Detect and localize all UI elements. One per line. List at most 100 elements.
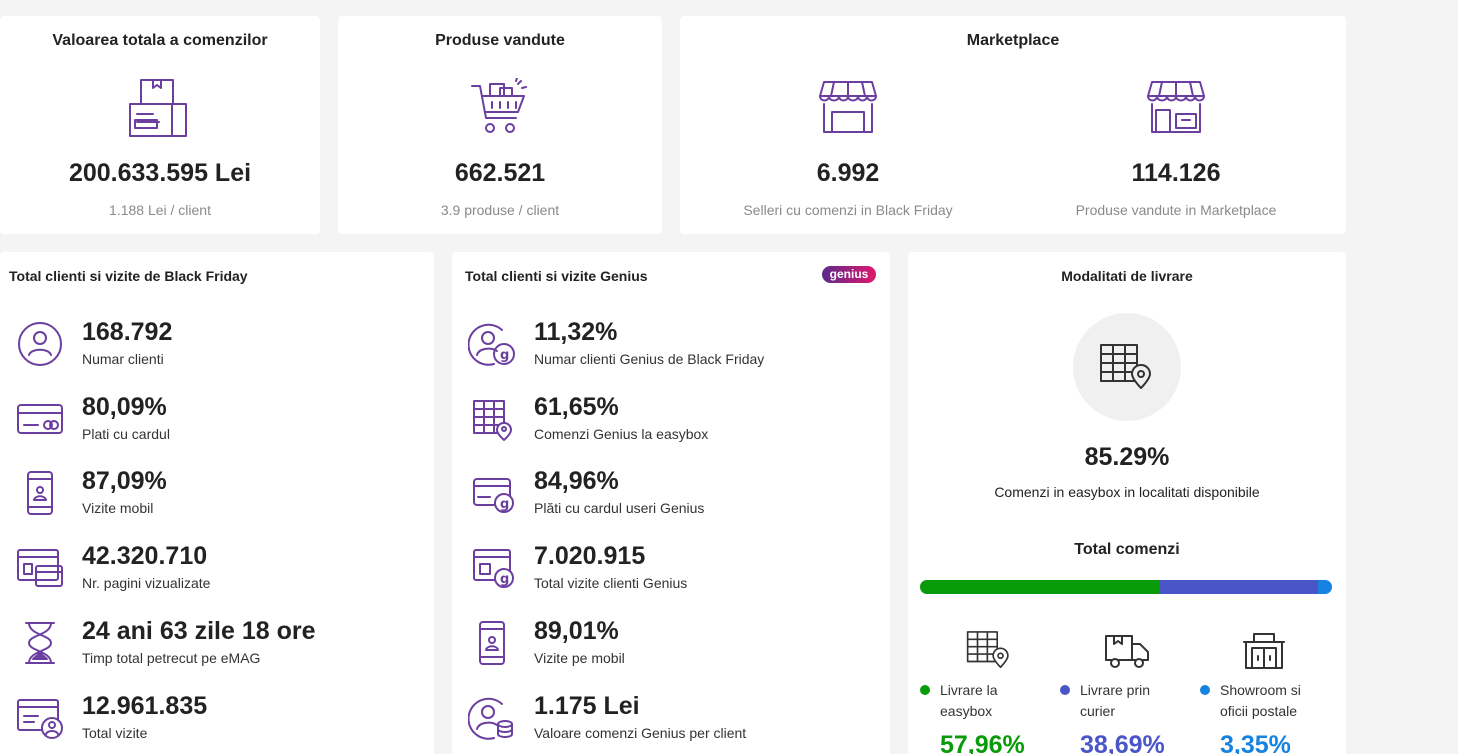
card-icon [16, 397, 64, 441]
stat-clients: 168.792 Numar clienti [0, 318, 434, 378]
bf-title: Total clienti si vizite de Black Friday [9, 268, 248, 284]
stat-genius-card: g 84,96% Plăti cu cardul useri Genius [452, 467, 890, 527]
products-sub: 3.9 produse / client [440, 202, 560, 218]
stat-value: 87,09% [82, 467, 167, 495]
method-label: Showroom si oficii postale [1220, 682, 1301, 719]
stat-pages: 42.320.710 Nr. pagini vizualizate [0, 542, 434, 602]
stat-genius-mobile: 89,01% Vizite pe mobil [452, 617, 890, 677]
stat-label: Numar clienti [82, 351, 164, 367]
stat-label: Plati cu cardul [82, 426, 170, 442]
method-value: 57,96% [940, 731, 1025, 754]
easybox-pct: 85.29% [1084, 443, 1170, 471]
store-icon [818, 80, 878, 136]
orders-sub: 1.188 Lei / client [109, 202, 211, 218]
stat-value: 89,01% [534, 617, 619, 645]
stat-label: Comenzi Genius la easybox [534, 426, 709, 442]
stat-label: Valoare comenzi Genius per client [534, 725, 747, 741]
card-title: Valoarea totala a comenzilor [52, 32, 268, 49]
stat-label: Nr. pagini vizualizate [82, 575, 211, 591]
products-sold-card: Produse vandute 662.521 3.9 produse / cl… [338, 16, 662, 234]
genius-user-icon: g [467, 322, 516, 366]
method-courier: Livrare prin curier 38,69% [1058, 630, 1188, 754]
stat-value: 24 ani 63 zile 18 ore [82, 617, 316, 645]
total-orders-card: Valoarea totala a comenzilor 200.633.595… [0, 16, 320, 234]
bf-card: Total clienti si vizite de Black Friday … [0, 252, 434, 754]
stat-label: Total vizite [82, 725, 148, 741]
method-value: 38,69% [1080, 731, 1165, 754]
pages-icon [16, 546, 64, 590]
genius-card: Total clienti si vizite Genius genius g … [452, 252, 890, 754]
total-orders-title: Total comenzi [1074, 541, 1180, 558]
method-label: Livrare prin curier [1080, 682, 1151, 719]
genius-coins-icon [467, 696, 516, 740]
svg-text:g: g [500, 497, 509, 512]
method-showroom: Showroom si oficii postale 3,35% [1198, 630, 1338, 754]
delivery-card: Modalitati de livrare 85.29% Comenzi in … [908, 252, 1346, 754]
genius-card-icon: g [468, 471, 516, 515]
stat-value: 168.792 [82, 318, 173, 346]
card-title: Produse vandute [435, 32, 565, 49]
marketplace-card: Marketplace 6.992 Selleri cu comenzi in … [680, 16, 1346, 234]
easybox-icon [1099, 343, 1155, 396]
stat-label: Timp total petrecut pe eMAG [82, 650, 261, 666]
delivery-title: Modalitati de livrare [1061, 268, 1193, 284]
hourglass-icon [16, 621, 64, 665]
genius-badge-text: genius [829, 267, 869, 281]
stat-time: 24 ani 63 zile 18 ore Timp total petrecu… [0, 617, 434, 677]
genius-title: Total clienti si vizite Genius [465, 268, 648, 284]
stat-mobile: 87,09% Vizite mobil [0, 467, 434, 527]
boxes-icon [127, 78, 189, 138]
stat-genius-value: 1.175 Lei Valoare comenzi Genius per cli… [452, 692, 890, 752]
svg-text:g: g [500, 572, 509, 587]
stat-card-payments: 80,09% Plati cu cardul [0, 393, 434, 453]
easybox-icon [468, 397, 516, 441]
products-value: 662.521 [454, 159, 546, 187]
stat-label: Plăti cu cardul useri Genius [534, 500, 705, 516]
store-boxes-icon [1146, 80, 1206, 136]
legend-dot [1060, 685, 1070, 695]
svg-text:g: g [500, 348, 509, 363]
sellers-value: 6.992 [816, 159, 880, 187]
genius-visits-icon: g [468, 546, 516, 590]
stat-value: 61,65% [534, 393, 619, 421]
legend-dot [1200, 685, 1210, 695]
stat-value: 12.961.835 [82, 692, 208, 720]
stat-value: 11,32% [534, 318, 618, 346]
mobile-icon [16, 471, 64, 515]
showroom-icon [1242, 632, 1286, 675]
mp-products-sub: Produse vandute in Marketplace [1075, 202, 1277, 218]
visits-icon [16, 696, 64, 740]
stat-value: 1.175 Lei [534, 692, 640, 720]
cart-icon [470, 77, 530, 138]
stat-label: Numar clienti Genius de Black Friday [534, 351, 765, 367]
stat-label: Vizite pe mobil [534, 650, 625, 666]
user-circle-icon [16, 322, 64, 366]
progress-segment [920, 580, 1159, 594]
easybox-pct-label: Comenzi in easybox in localitati disponi… [994, 484, 1260, 500]
stat-value: 42.320.710 [82, 542, 208, 570]
progress-segment [1318, 580, 1332, 594]
stat-genius-clients: g 11,32% Numar clienti Genius de Black F… [452, 318, 890, 378]
truck-icon [1104, 632, 1150, 675]
easybox-icon [966, 630, 1012, 675]
orders-value: 200.633.595 Lei [68, 159, 252, 187]
method-value: 3,35% [1220, 731, 1291, 754]
stat-visits: 12.961.835 Total vizite [0, 692, 434, 752]
stat-genius-visits: g 7.020.915 Total vizite clienti Genius [452, 542, 890, 602]
mp-products-value: 114.126 [1131, 159, 1221, 187]
stat-value: 80,09% [82, 393, 167, 421]
mobile-icon [468, 621, 516, 665]
stat-value: 84,96% [534, 467, 619, 495]
progress-segment [1158, 580, 1319, 594]
stat-value: 7.020.915 [534, 542, 646, 570]
card-title: Marketplace [966, 32, 1060, 49]
legend-dot [920, 685, 930, 695]
method-easybox: Livrare la easybox 57,96% [920, 630, 1050, 754]
method-label: Livrare la easybox [940, 682, 998, 719]
stat-label: Total vizite clienti Genius [534, 575, 688, 591]
stat-label: Vizite mobil [82, 500, 154, 516]
sellers-sub: Selleri cu comenzi in Black Friday [743, 202, 953, 218]
easybox-circle [1073, 313, 1181, 421]
delivery-progress-bar [920, 580, 1332, 594]
stat-genius-easybox: 61,65% Comenzi Genius la easybox [452, 393, 890, 453]
